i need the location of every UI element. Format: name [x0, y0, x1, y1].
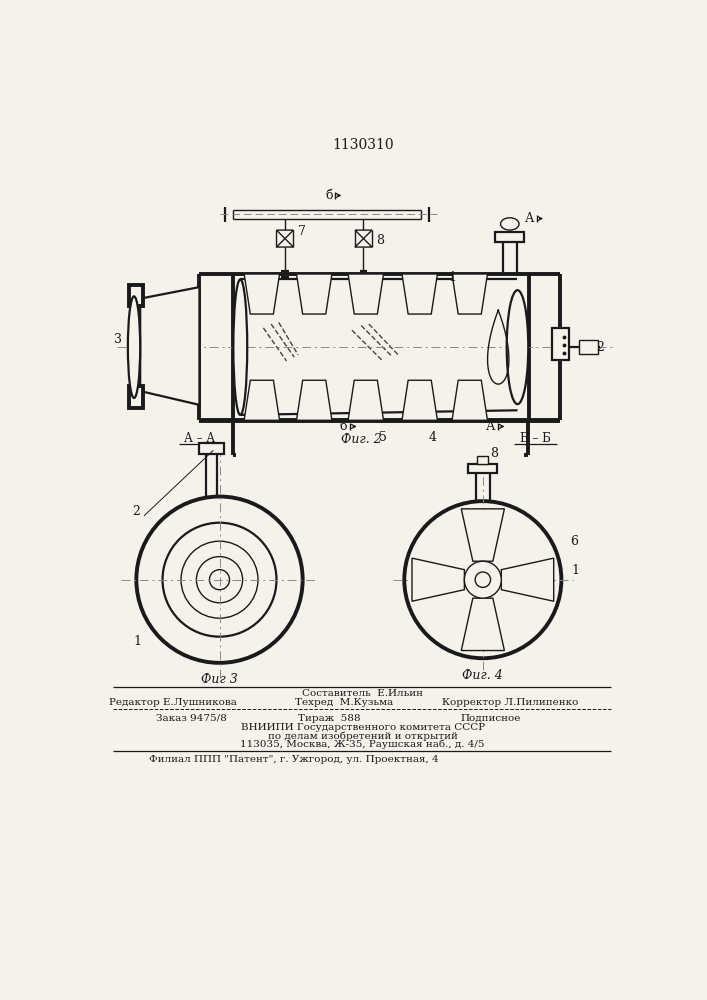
Text: б: б — [325, 189, 332, 202]
Ellipse shape — [507, 290, 528, 404]
Text: Подписное: Подписное — [460, 714, 521, 723]
Polygon shape — [244, 380, 279, 420]
Polygon shape — [452, 274, 487, 314]
Polygon shape — [461, 598, 504, 651]
Polygon shape — [461, 509, 504, 561]
Text: 8: 8 — [491, 447, 498, 460]
Text: Филиал ППП "Патент", г. Ужгород, ул. Проектная, 4: Филиал ППП "Патент", г. Ужгород, ул. Про… — [149, 755, 439, 764]
Polygon shape — [296, 380, 332, 420]
Bar — [552, 328, 569, 360]
Text: 1: 1 — [571, 564, 579, 577]
Bar — [129, 285, 143, 306]
Polygon shape — [355, 230, 372, 239]
Text: 6: 6 — [570, 535, 578, 548]
Text: Редактор Е.Лушникова: Редактор Е.Лушникова — [110, 698, 238, 707]
Polygon shape — [412, 558, 464, 601]
Text: Корректор Л.Пилипенко: Корректор Л.Пилипенко — [442, 698, 578, 707]
Polygon shape — [244, 274, 279, 314]
Text: 2: 2 — [132, 505, 140, 518]
Text: 2: 2 — [596, 341, 604, 354]
Bar — [468, 464, 498, 473]
Bar — [199, 443, 224, 454]
Circle shape — [464, 561, 501, 598]
Polygon shape — [140, 287, 199, 405]
Text: Техред  М.Кузьма: Техред М.Кузьма — [295, 698, 393, 707]
Bar — [477, 456, 489, 464]
Text: А: А — [525, 212, 534, 225]
Polygon shape — [296, 274, 332, 314]
Polygon shape — [501, 558, 554, 601]
Text: Б – Б: Б – Б — [520, 432, 551, 445]
Text: 3: 3 — [114, 333, 122, 346]
Polygon shape — [452, 380, 487, 420]
Text: А – А: А – А — [184, 432, 215, 445]
Polygon shape — [402, 274, 438, 314]
Polygon shape — [276, 230, 293, 239]
Text: Заказ 9475/8: Заказ 9475/8 — [156, 714, 226, 723]
Text: 1: 1 — [448, 271, 456, 284]
Polygon shape — [348, 274, 383, 314]
Polygon shape — [355, 239, 372, 247]
Text: по делам изобретений и открытий: по делам изобретений и открытий — [268, 731, 457, 741]
Text: 1: 1 — [134, 635, 142, 648]
Ellipse shape — [233, 279, 247, 415]
Bar — [495, 232, 525, 242]
Text: б: б — [339, 420, 346, 433]
Ellipse shape — [501, 218, 519, 230]
Text: А: А — [486, 420, 496, 433]
Text: Составитель  Е.Ильин: Составитель Е.Ильин — [302, 689, 423, 698]
Text: 4: 4 — [428, 431, 437, 444]
Text: Фиг. 2: Фиг. 2 — [341, 433, 382, 446]
Text: 5: 5 — [379, 431, 387, 444]
Text: Фиг 3: Фиг 3 — [201, 673, 238, 686]
Text: 8: 8 — [376, 234, 385, 247]
Polygon shape — [402, 380, 438, 420]
Text: 113035, Москва, Ж-35, Раушская наб., д. 4/5: 113035, Москва, Ж-35, Раушская наб., д. … — [240, 740, 485, 749]
Text: Тираж  588: Тираж 588 — [298, 714, 360, 723]
Text: 7: 7 — [298, 225, 306, 238]
Text: Фиг. 4: Фиг. 4 — [462, 669, 503, 682]
Text: 1130310: 1130310 — [332, 138, 394, 152]
Bar — [579, 340, 598, 354]
Polygon shape — [276, 239, 293, 247]
Ellipse shape — [128, 296, 140, 398]
Text: ВНИИПИ Государственного комитета СССР: ВНИИПИ Государственного комитета СССР — [240, 723, 485, 732]
Bar — [129, 386, 143, 408]
Polygon shape — [348, 380, 383, 420]
